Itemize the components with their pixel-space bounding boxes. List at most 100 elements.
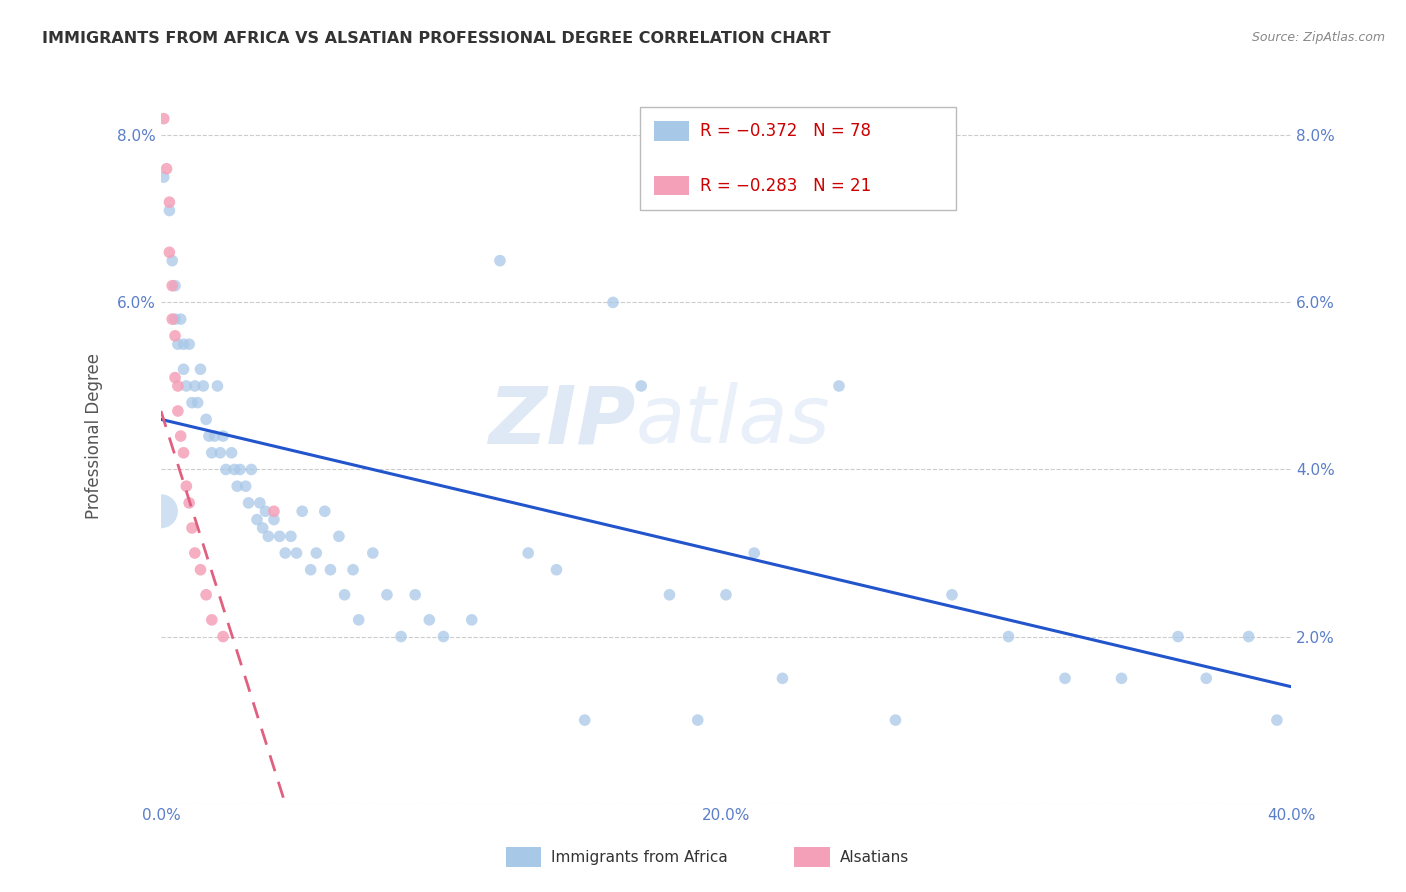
Point	[772, 671, 794, 685]
Point	[375, 588, 398, 602]
Point	[884, 713, 907, 727]
Point	[328, 529, 350, 543]
Point	[254, 504, 277, 518]
Point	[181, 395, 204, 409]
Point	[1237, 630, 1260, 644]
Point	[361, 546, 384, 560]
Point	[347, 613, 370, 627]
Point	[489, 253, 512, 268]
Point	[195, 588, 218, 602]
Point	[187, 395, 209, 409]
Point	[224, 462, 246, 476]
Point	[263, 513, 285, 527]
Point	[246, 513, 269, 527]
Point	[184, 546, 207, 560]
Point	[215, 462, 238, 476]
Point	[181, 521, 204, 535]
Point	[149, 504, 172, 518]
Point	[314, 504, 336, 518]
Point	[257, 529, 280, 543]
Point	[319, 563, 342, 577]
Point	[179, 337, 201, 351]
Point	[1053, 671, 1076, 685]
Point	[193, 379, 215, 393]
Text: atlas: atlas	[636, 383, 831, 460]
Point	[546, 563, 568, 577]
Point	[152, 112, 174, 126]
Text: IMMIGRANTS FROM AFRICA VS ALSATIAN PROFESSIONAL DEGREE CORRELATION CHART: IMMIGRANTS FROM AFRICA VS ALSATIAN PROFE…	[42, 31, 831, 46]
Point	[274, 546, 297, 560]
Point	[173, 362, 195, 376]
Text: Alsatians: Alsatians	[839, 850, 908, 864]
Point	[235, 479, 257, 493]
Point	[238, 496, 260, 510]
Point	[226, 479, 249, 493]
Text: ZIP: ZIP	[488, 383, 636, 460]
Point	[167, 404, 190, 418]
Point	[157, 245, 180, 260]
Point	[157, 195, 180, 210]
Point	[179, 496, 201, 510]
Point	[229, 462, 252, 476]
Point	[160, 312, 183, 326]
Point	[517, 546, 540, 560]
Point	[221, 446, 243, 460]
Text: Immigrants from Africa: Immigrants from Africa	[551, 850, 728, 864]
Point	[212, 429, 235, 443]
Point	[342, 563, 364, 577]
Point	[204, 429, 226, 443]
Point	[176, 479, 198, 493]
Point	[1195, 671, 1218, 685]
Point	[299, 563, 322, 577]
Point	[742, 546, 765, 560]
Point	[209, 446, 232, 460]
Point	[269, 529, 291, 543]
Point	[291, 504, 314, 518]
Point	[170, 312, 193, 326]
Point	[280, 529, 302, 543]
Point	[263, 504, 285, 518]
Point	[333, 588, 356, 602]
Point	[997, 630, 1019, 644]
Point	[157, 203, 180, 218]
Point	[165, 278, 187, 293]
Point	[165, 370, 187, 384]
Text: Source: ZipAtlas.com: Source: ZipAtlas.com	[1251, 31, 1385, 45]
Point	[418, 613, 440, 627]
Point	[165, 312, 187, 326]
Point	[190, 563, 212, 577]
Point	[184, 379, 207, 393]
Point	[212, 630, 235, 644]
Point	[160, 278, 183, 293]
Point	[714, 588, 737, 602]
Point	[1265, 713, 1288, 727]
Point	[201, 613, 224, 627]
Point	[941, 588, 963, 602]
Point	[195, 412, 218, 426]
Point	[249, 496, 271, 510]
Point	[240, 462, 263, 476]
Point	[155, 161, 177, 176]
Point	[198, 429, 221, 443]
Point	[285, 546, 308, 560]
Point	[207, 379, 229, 393]
Point	[432, 630, 454, 644]
Point	[152, 170, 174, 185]
Point	[252, 521, 274, 535]
Point	[404, 588, 426, 602]
Point	[176, 379, 198, 393]
Point	[201, 446, 224, 460]
Point	[167, 337, 190, 351]
Point	[630, 379, 652, 393]
Point	[574, 713, 596, 727]
Point	[1111, 671, 1133, 685]
Text: R = −0.372   N = 78: R = −0.372 N = 78	[700, 122, 872, 140]
Point	[460, 613, 482, 627]
Point	[173, 446, 195, 460]
Point	[828, 379, 851, 393]
Point	[1167, 630, 1189, 644]
Point	[165, 328, 187, 343]
Point	[170, 429, 193, 443]
Point	[602, 295, 624, 310]
Point	[173, 337, 195, 351]
